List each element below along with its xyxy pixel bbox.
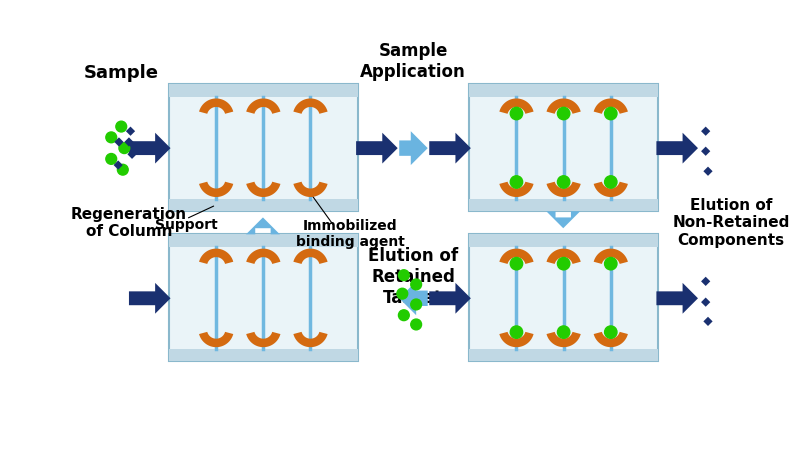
Polygon shape	[114, 160, 123, 170]
Polygon shape	[246, 249, 280, 264]
Polygon shape	[293, 249, 328, 264]
Circle shape	[604, 326, 617, 338]
Text: Elution of
Retained
Target: Elution of Retained Target	[368, 247, 458, 306]
FancyBboxPatch shape	[469, 199, 658, 211]
Polygon shape	[199, 182, 233, 197]
Polygon shape	[701, 277, 711, 286]
Polygon shape	[594, 332, 628, 347]
Circle shape	[410, 319, 422, 330]
Polygon shape	[246, 182, 280, 197]
Polygon shape	[293, 182, 328, 197]
FancyBboxPatch shape	[469, 84, 658, 211]
FancyBboxPatch shape	[169, 84, 357, 97]
Polygon shape	[499, 249, 534, 264]
Circle shape	[557, 326, 570, 338]
Polygon shape	[713, 286, 723, 295]
Polygon shape	[430, 283, 471, 314]
FancyBboxPatch shape	[469, 234, 658, 247]
Circle shape	[106, 132, 117, 143]
Polygon shape	[129, 283, 171, 314]
Polygon shape	[701, 126, 711, 136]
Polygon shape	[546, 98, 580, 114]
Circle shape	[557, 176, 570, 188]
FancyBboxPatch shape	[169, 349, 357, 361]
FancyBboxPatch shape	[469, 349, 658, 361]
FancyBboxPatch shape	[469, 84, 658, 97]
Polygon shape	[199, 332, 233, 347]
FancyBboxPatch shape	[469, 234, 658, 361]
Circle shape	[410, 279, 422, 290]
Polygon shape	[594, 249, 628, 264]
Polygon shape	[126, 126, 135, 136]
Circle shape	[116, 121, 127, 132]
Circle shape	[410, 299, 422, 310]
Polygon shape	[594, 182, 628, 197]
Polygon shape	[199, 249, 233, 264]
Text: Regeneration
of Column: Regeneration of Column	[71, 207, 187, 239]
Polygon shape	[657, 283, 698, 314]
Polygon shape	[129, 133, 171, 164]
Polygon shape	[499, 98, 534, 114]
Polygon shape	[356, 133, 398, 164]
Polygon shape	[430, 133, 471, 164]
FancyBboxPatch shape	[169, 234, 357, 361]
Polygon shape	[701, 298, 711, 307]
Text: Immobilized
binding agent: Immobilized binding agent	[295, 219, 404, 250]
Polygon shape	[127, 150, 137, 159]
Text: Sample: Sample	[83, 65, 159, 82]
Circle shape	[106, 153, 117, 164]
Polygon shape	[715, 158, 724, 167]
Polygon shape	[125, 137, 133, 147]
Circle shape	[399, 270, 409, 281]
Circle shape	[397, 288, 407, 299]
Polygon shape	[293, 98, 328, 114]
Polygon shape	[703, 317, 713, 326]
Circle shape	[511, 107, 522, 120]
Polygon shape	[546, 182, 580, 197]
Polygon shape	[715, 307, 724, 317]
Polygon shape	[703, 167, 713, 176]
Circle shape	[604, 107, 617, 120]
Circle shape	[604, 176, 617, 188]
Polygon shape	[657, 133, 698, 164]
Circle shape	[511, 176, 522, 188]
FancyBboxPatch shape	[169, 84, 357, 211]
Circle shape	[118, 164, 128, 175]
Circle shape	[557, 107, 570, 120]
Circle shape	[399, 310, 409, 321]
Polygon shape	[199, 98, 233, 114]
Polygon shape	[114, 137, 124, 147]
Polygon shape	[499, 332, 534, 347]
Polygon shape	[546, 332, 580, 347]
Text: Sample
Application: Sample Application	[360, 42, 466, 81]
Text: Support: Support	[155, 218, 218, 232]
Circle shape	[119, 143, 129, 153]
Polygon shape	[594, 98, 628, 114]
Circle shape	[604, 257, 617, 270]
Polygon shape	[246, 98, 280, 114]
Polygon shape	[713, 136, 723, 145]
Polygon shape	[701, 147, 711, 156]
Polygon shape	[546, 211, 580, 228]
Circle shape	[557, 257, 570, 270]
Polygon shape	[399, 281, 428, 315]
Polygon shape	[246, 218, 279, 234]
Polygon shape	[246, 332, 280, 347]
FancyBboxPatch shape	[169, 234, 357, 247]
Polygon shape	[293, 332, 328, 347]
Polygon shape	[499, 182, 534, 197]
Polygon shape	[399, 131, 428, 165]
Text: Elution of
Non-Retained
Components: Elution of Non-Retained Components	[673, 198, 790, 248]
FancyBboxPatch shape	[169, 199, 357, 211]
Polygon shape	[546, 249, 580, 264]
Circle shape	[511, 326, 522, 338]
Circle shape	[511, 257, 522, 270]
